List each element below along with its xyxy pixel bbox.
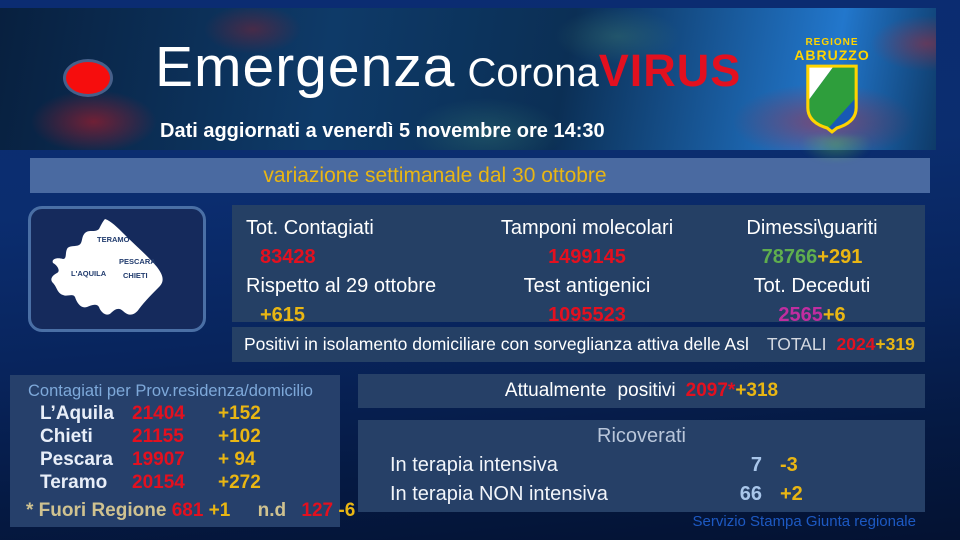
week-variation-text: variazione settimanale dal 30 ottobre bbox=[263, 163, 607, 187]
red-dot-icon bbox=[63, 59, 113, 97]
logo-text-regione: REGIONE bbox=[805, 37, 859, 48]
summary-stats-panel: Tot. Contagiati 83428 Rispetto al 29 ott… bbox=[232, 205, 925, 326]
province-delta: +152 bbox=[218, 403, 261, 424]
nd-label: n.d bbox=[257, 500, 287, 521]
province-value: 19907 bbox=[132, 449, 185, 470]
test-antigenici-value: 1095523 bbox=[548, 304, 626, 326]
map-label-laquila: L'AQUILA bbox=[71, 269, 107, 278]
abruzzo-silhouette bbox=[51, 219, 163, 315]
terapia-non-intensiva-delta: +2 bbox=[780, 483, 803, 505]
province-value: 20154 bbox=[132, 472, 185, 493]
ricoverati-title: Ricoverati bbox=[597, 425, 686, 447]
title-corona: Corona bbox=[467, 51, 599, 95]
attualmente-value: 2097* bbox=[685, 380, 736, 401]
stats-column-tamponi: Tamponi molecolari 1499145 Test antigeni… bbox=[472, 214, 702, 330]
fuori-regione-value: 681 bbox=[171, 500, 204, 521]
rispetto-label: Rispetto al 29 ottobre bbox=[246, 275, 437, 297]
isolamento-value: 2024 bbox=[836, 334, 876, 354]
province-row-teramo: Teramo 20154 +272 bbox=[10, 472, 340, 493]
fuori-regione-label: * Fuori Regione bbox=[26, 500, 167, 521]
tot-contagiati-label: Tot. Contagiati bbox=[246, 217, 374, 239]
terapia-non-intensiva-row: In terapia NON intensiva 66 +2 bbox=[358, 482, 925, 506]
fuori-regione-delta: +1 bbox=[208, 500, 231, 521]
logo-text-abruzzo: ABRUZZO bbox=[794, 47, 870, 63]
map-label-chieti: CHIETI bbox=[123, 271, 148, 280]
terapia-non-intensiva-value: 66 bbox=[739, 483, 762, 505]
abruzzo-shield-icon bbox=[806, 64, 858, 134]
terapia-intensiva-delta: -3 bbox=[780, 454, 798, 476]
province-value: 21404 bbox=[132, 403, 185, 424]
province-delta: +272 bbox=[218, 472, 261, 493]
province-delta: +102 bbox=[218, 426, 261, 447]
province-name: Pescara bbox=[40, 449, 113, 470]
dimessi-label: Dimessi\guariti bbox=[746, 217, 878, 239]
title-emergenza: Emergenza bbox=[155, 35, 456, 99]
fuori-regione-row: * Fuori Regione 681 +1 n.d 127 -6 bbox=[10, 500, 355, 522]
map-label-teramo: TERAMO bbox=[97, 235, 130, 244]
abruzzo-map-panel: TERAMO PESCARA L'AQUILA CHIETI bbox=[28, 206, 206, 332]
terapia-intensiva-value: 7 bbox=[750, 454, 762, 476]
tamponi-value: 1499145 bbox=[548, 246, 626, 268]
isolamento-delta: +319 bbox=[875, 334, 915, 354]
province-row-pescara: Pescara 19907 + 94 bbox=[10, 449, 340, 470]
deceduti-label: Tot. Deceduti bbox=[753, 275, 871, 297]
map-label-pescara: PESCARA bbox=[119, 257, 156, 266]
isolamento-totali-label: TOTALI bbox=[766, 334, 827, 354]
province-row-chieti: Chieti 21155 +102 bbox=[10, 426, 340, 447]
attualmente-delta: +318 bbox=[735, 380, 779, 401]
province-panel: Contagiati per Prov.residenza/domicilio … bbox=[10, 375, 355, 527]
province-delta: + 94 bbox=[218, 449, 256, 470]
isolamento-label: Positivi in isolamento domiciliare con s… bbox=[244, 334, 749, 354]
province-name: Chieti bbox=[40, 426, 93, 447]
regione-abruzzo-logo: REGIONE ABRUZZO bbox=[793, 38, 871, 140]
attualmente-label: Attualmente positivi bbox=[504, 380, 676, 401]
terapia-intensiva-label: In terapia intensiva bbox=[390, 454, 558, 476]
attualmente-positivi-bar: Attualmente positivi 2097* +318 bbox=[358, 374, 925, 408]
nd-delta: -6 bbox=[338, 500, 356, 521]
terapia-non-intensiva-label: In terapia NON intensiva bbox=[390, 483, 608, 505]
dimessi-value: 78766 bbox=[761, 246, 818, 268]
page-title: Emergenza Corona VIRUS bbox=[155, 34, 741, 100]
week-variation-banner: variazione settimanale dal 30 ottobre bbox=[30, 158, 930, 193]
ricoverati-panel: Ricoverati In terapia intensiva 7 -3 In … bbox=[358, 420, 925, 512]
stats-column-dimessi: Dimessi\guariti 78766+291 Tot. Deceduti … bbox=[702, 214, 922, 330]
abruzzo-map: TERAMO PESCARA L'AQUILA CHIETI bbox=[51, 219, 163, 315]
province-panel-title: Contagiati per Prov.residenza/domicilio bbox=[28, 382, 313, 400]
terapia-intensiva-row: In terapia intensiva 7 -3 bbox=[358, 453, 925, 477]
test-antigenici-label: Test antigenici bbox=[523, 275, 651, 297]
header-banner: Emergenza Corona VIRUS Dati aggiornati a… bbox=[0, 8, 936, 150]
title-virus: VIRUS bbox=[598, 45, 742, 96]
isolamento-bar: Positivi in isolamento domiciliare con s… bbox=[232, 327, 925, 362]
dimessi-value-row: 78766+291 bbox=[702, 243, 922, 272]
rispetto-delta: +615 bbox=[260, 304, 306, 326]
nd-value: 127 bbox=[301, 500, 334, 521]
tamponi-label: Tamponi molecolari bbox=[500, 217, 674, 239]
deceduti-delta: +6 bbox=[822, 304, 846, 326]
deceduti-value-row: 2565+6 bbox=[702, 301, 922, 330]
stats-column-contagiati: Tot. Contagiati 83428 Rispetto al 29 ott… bbox=[246, 214, 476, 330]
province-name: Teramo bbox=[40, 472, 108, 493]
tot-contagiati-value: 83428 bbox=[260, 246, 316, 268]
province-row-laquila: L’Aquila 21404 +152 bbox=[10, 403, 340, 424]
dimessi-delta: +291 bbox=[817, 246, 863, 268]
deceduti-value: 2565 bbox=[778, 304, 823, 326]
update-date-subtitle: Dati aggiornati a venerdì 5 novembre ore… bbox=[160, 120, 605, 142]
province-value: 21155 bbox=[132, 426, 184, 447]
province-name: L’Aquila bbox=[40, 403, 114, 424]
press-office-credit: Servizio Stampa Giunta regionale bbox=[692, 513, 916, 530]
